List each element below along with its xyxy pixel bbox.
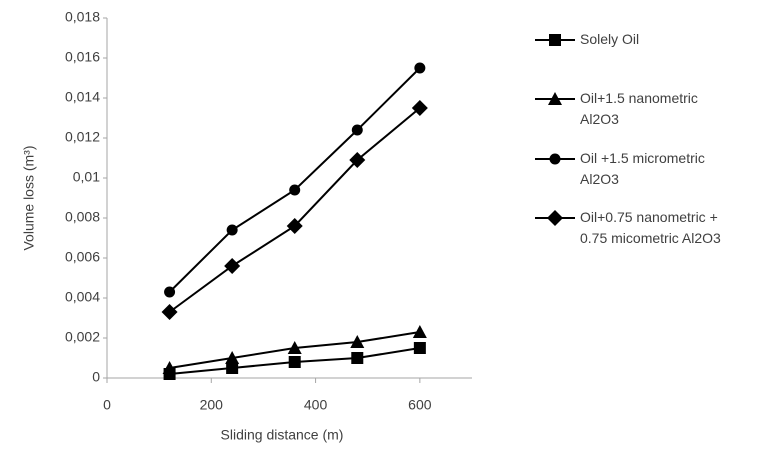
series-line xyxy=(168,107,421,313)
data-point xyxy=(226,362,239,374)
legend-marker xyxy=(549,34,561,46)
data-point xyxy=(349,152,366,168)
data-point xyxy=(225,351,240,364)
legend-label: Oil+1.5 nanometric Al2O3 xyxy=(580,90,698,127)
y-tick-label: 0,008 xyxy=(65,209,100,225)
legend-marker xyxy=(547,210,563,226)
data-point xyxy=(289,184,301,196)
y-tick-label: 0,018 xyxy=(65,9,100,25)
data-point xyxy=(224,258,241,274)
series-line xyxy=(168,67,421,293)
x-axis-label: Sliding distance (m) xyxy=(221,427,344,443)
legend-marker xyxy=(548,92,562,105)
y-tick-label: 0 xyxy=(92,369,100,385)
data-point xyxy=(350,335,365,348)
y-tick-label: 0,002 xyxy=(65,329,100,345)
legend-label: Solely Oil xyxy=(580,31,640,47)
data-point xyxy=(411,100,428,116)
y-tick-label: 0,006 xyxy=(65,249,100,265)
data-point xyxy=(351,124,363,136)
x-tick-label: 400 xyxy=(304,397,328,413)
data-point xyxy=(162,361,177,374)
x-tick-label: 0 xyxy=(103,397,111,413)
data-point xyxy=(226,224,238,236)
x-tick-label: 200 xyxy=(200,397,224,413)
data-point xyxy=(161,304,178,320)
y-axis-label: Volume loss (m³) xyxy=(21,145,37,250)
legend-label: Oil +1.5 micrometric Al2O3 xyxy=(580,150,705,187)
data-point xyxy=(414,62,426,74)
data-point xyxy=(413,342,426,354)
y-tick-label: 0,016 xyxy=(65,49,100,65)
data-point xyxy=(351,352,364,364)
data-point xyxy=(287,341,302,354)
legend-marker xyxy=(549,153,561,165)
y-tick-label: 0,004 xyxy=(65,289,100,305)
x-tick-label: 600 xyxy=(408,397,432,413)
data-point xyxy=(286,218,303,234)
y-tick-label: 0,014 xyxy=(65,89,100,105)
legend-label: Oil+0.75 nanometric + 0.75 micometric Al… xyxy=(580,209,721,246)
data-point xyxy=(288,356,301,368)
y-tick-label: 0,01 xyxy=(73,169,100,185)
y-tick-label: 0,012 xyxy=(65,129,100,145)
data-point xyxy=(412,325,427,338)
data-point xyxy=(164,286,176,298)
